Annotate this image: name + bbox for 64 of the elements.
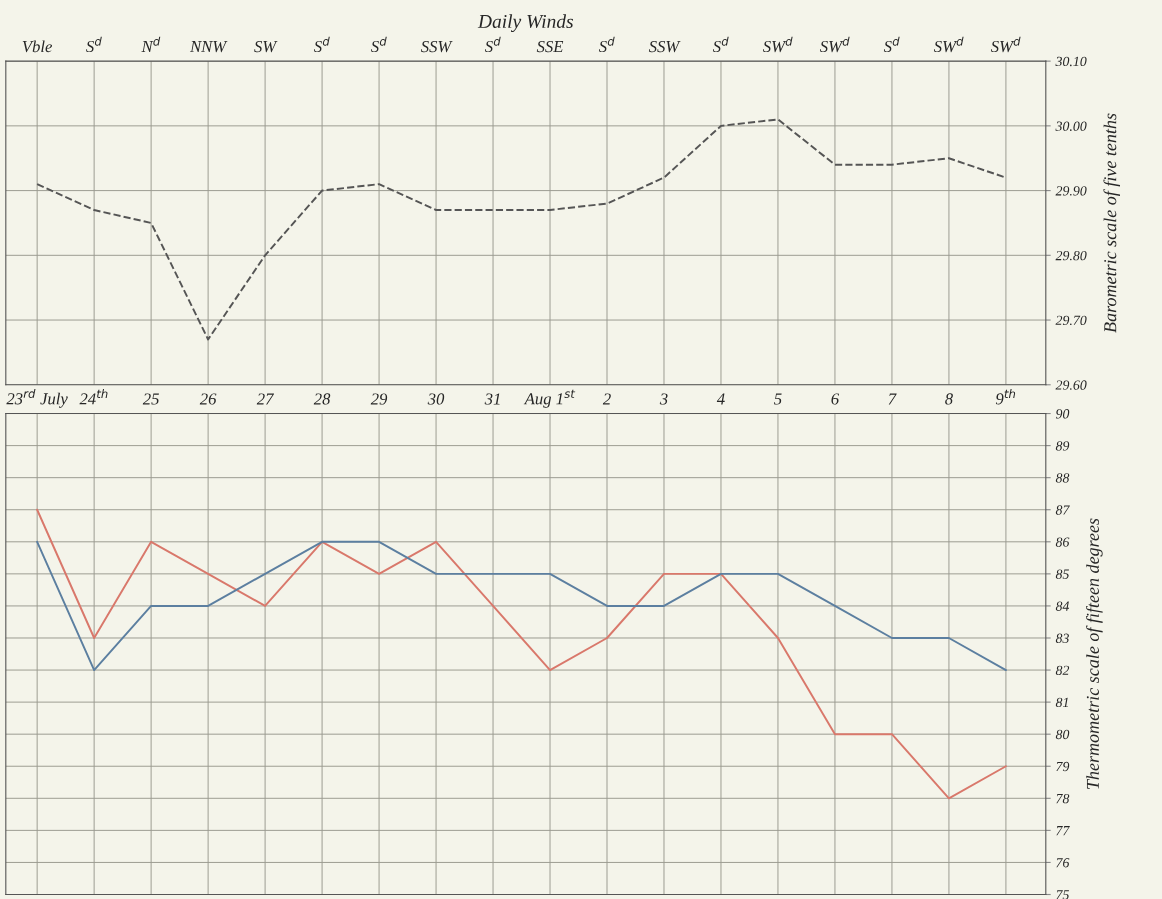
y-tick-label: 89 [1055, 441, 1070, 451]
y-tick-label: 78 [1056, 793, 1070, 804]
line-series [36, 118, 1007, 341]
y-tick-label: 90 [1055, 409, 1070, 419]
y-tick-label: 81 [1055, 697, 1068, 708]
line-series [36, 540, 1007, 672]
x-tick-label: 4 [716, 393, 725, 405]
y-tick-label: 84 [1055, 601, 1070, 611]
x-tick-label: S$^{d}$ [484, 36, 501, 53]
chart-title: Daily Winds [477, 14, 574, 32]
x-tick-label: S$^{d}$ [314, 36, 330, 53]
x-tick-label: 24$^{th}$ [79, 389, 108, 405]
y-tick-label: 88 [1055, 473, 1070, 483]
y-tick-label: 29.60 [1055, 380, 1087, 390]
x-tick-label: SSW [420, 40, 453, 53]
x-tick-label: S$^{d}$ [86, 36, 102, 53]
x-tick-label: SW$^{d}$ [933, 36, 964, 53]
y-tick-label: 75 [1056, 890, 1069, 899]
x-tick-label: 6 [831, 393, 840, 405]
x-tick-label: N$^{d}$ [141, 36, 161, 52]
x-tick-label: 25 [142, 393, 159, 405]
y-tick-label: 76 [1056, 858, 1070, 868]
x-tick-label: S$^{d}$ [712, 36, 729, 53]
y-tick-label: 87 [1055, 505, 1070, 515]
y-tick-label: 77 [1056, 826, 1070, 836]
x-tick-label: S$^{d}$ [598, 36, 615, 53]
y-tick-label: 85 [1055, 569, 1069, 579]
x-tick-label: 3 [659, 393, 668, 405]
x-tick-label: 26 [199, 393, 217, 405]
y-tick-label: 30.10 [1055, 56, 1087, 67]
y-tick-label: 29.80 [1055, 250, 1087, 261]
x-tick-label: SSW [648, 40, 681, 53]
y-tick-label: 86 [1055, 537, 1070, 547]
x-tick-label: 28 [313, 393, 331, 405]
y-tick-label: 82 [1055, 665, 1070, 676]
x-tick-label: 7 [888, 393, 897, 405]
y-tick-label: 29.90 [1055, 186, 1087, 196]
x-tick-label: 31 [484, 393, 500, 405]
x-tick-label: SW$^{d}$ [763, 36, 793, 53]
x-tick-label: S$^{d}$ [371, 36, 387, 53]
x-tick-label: 23$^{rd}$ July [6, 388, 68, 408]
x-tick-label: SSE [536, 40, 564, 53]
y-tick-label: 79 [1056, 761, 1070, 772]
x-tick-label: 5 [774, 393, 782, 405]
y-tick-label: 83 [1055, 633, 1069, 643]
y-tick-label: 30.00 [1055, 121, 1087, 131]
x-tick-label: SW$^{d}$ [819, 36, 850, 53]
x-tick-label: 30 [427, 393, 445, 405]
y-axis-title: Barometric scale of five tenths [1103, 113, 1120, 333]
x-tick-label: 8 [945, 393, 953, 405]
y-axis-title: Thermometric scale of fifteen degrees [1086, 518, 1103, 789]
x-tick-label: 2 [602, 393, 611, 405]
y-tick-label: 29.70 [1055, 315, 1087, 326]
x-tick-label: 29 [370, 393, 388, 405]
x-tick-label: Vble [22, 40, 53, 53]
x-tick-label: 9$^{th}$ [995, 389, 1016, 405]
x-tick-label: NNW [189, 41, 228, 53]
x-tick-label: Aug 1$^{st}$ [523, 389, 576, 408]
x-tick-label: S$^{d}$ [883, 36, 900, 53]
x-tick-label: 27 [256, 393, 274, 405]
y-tick-label: 80 [1055, 729, 1070, 740]
x-tick-label: SW$^{d}$ [990, 36, 1021, 53]
line-series [36, 508, 1007, 800]
x-tick-label: SW [254, 40, 278, 53]
